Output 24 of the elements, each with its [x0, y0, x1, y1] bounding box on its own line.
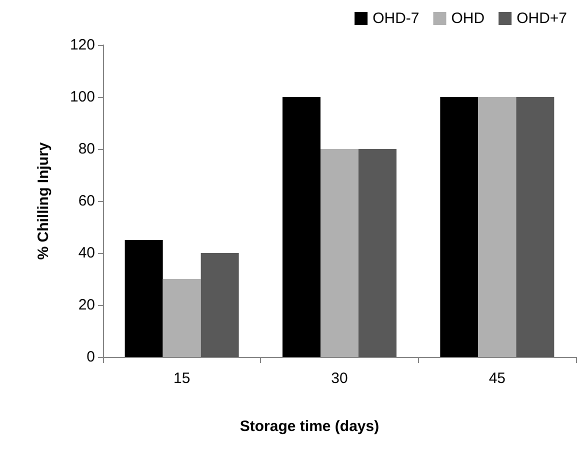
bar	[200, 253, 239, 357]
y-tick-label: 60	[78, 192, 95, 210]
y-tick-label: 120	[70, 36, 95, 54]
bar	[440, 97, 478, 357]
x-tick-label: 15	[173, 370, 190, 387]
y-tick-label: 20	[78, 296, 95, 314]
y-tick-label: 40	[78, 244, 95, 262]
x-tick-label: 45	[488, 370, 506, 387]
y-tick-label: 80	[78, 140, 95, 158]
x-axis-title: Storage time (days)	[240, 418, 380, 435]
bar	[282, 97, 320, 357]
bar	[124, 240, 163, 357]
x-tick-label: 30	[331, 370, 348, 387]
bar	[162, 279, 201, 357]
y-tick-label: 100	[70, 88, 95, 106]
legend-label: OHD+7	[516, 10, 568, 27]
bar	[516, 97, 554, 357]
y-axis-title: % Chilling Injury	[35, 142, 52, 260]
bar	[478, 97, 516, 357]
legend-label: OHD	[451, 10, 485, 27]
bar	[358, 149, 396, 357]
bar	[320, 149, 358, 357]
y-tick-label: 0	[86, 348, 95, 366]
legend-label: OHD-7	[372, 10, 420, 27]
